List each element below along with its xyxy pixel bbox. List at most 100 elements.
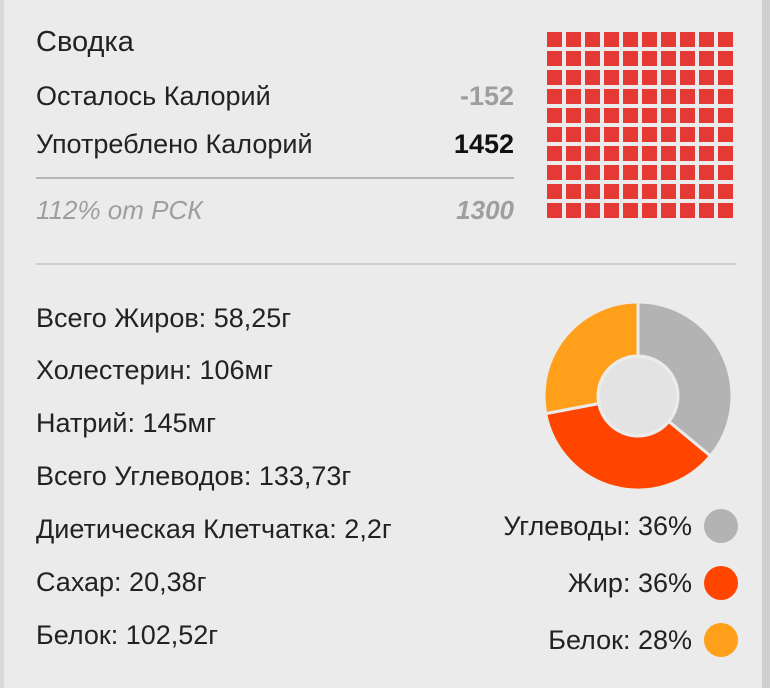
waffle-cell bbox=[585, 165, 600, 180]
waffle-cell bbox=[661, 184, 676, 199]
waffle-cell bbox=[699, 70, 714, 85]
legend-fat: Жир: 36% bbox=[568, 565, 738, 601]
nutrient-cholesterol: Холестерин: 106мг bbox=[36, 355, 273, 385]
waffle-cell bbox=[718, 70, 733, 85]
waffle-cell bbox=[661, 51, 676, 66]
waffle-cell bbox=[585, 32, 600, 47]
waffle-cell bbox=[642, 89, 657, 104]
waffle-cell bbox=[699, 146, 714, 161]
donut-slice-3 bbox=[542, 300, 640, 416]
legend-protein-label: Белок: 28% bbox=[548, 624, 692, 655]
waffle-cell bbox=[547, 51, 562, 66]
waffle-cell bbox=[623, 127, 638, 142]
waffle-cell bbox=[566, 70, 581, 85]
waffle-cell bbox=[604, 165, 619, 180]
waffle-cell bbox=[623, 108, 638, 123]
waffle-cell bbox=[604, 51, 619, 66]
waffle-cell bbox=[661, 127, 676, 142]
waffle-cell bbox=[661, 203, 676, 218]
waffle-cell bbox=[642, 203, 657, 218]
donut-slice-1 bbox=[636, 300, 734, 459]
waffle-cell bbox=[642, 184, 657, 199]
waffle-cell bbox=[604, 127, 619, 142]
waffle-cell bbox=[699, 127, 714, 142]
waffle-cell bbox=[547, 108, 562, 123]
nutrient-sugar: Сахар: 20,38г bbox=[36, 567, 207, 597]
legend-carbs-label: Углеводы: 36% bbox=[503, 510, 692, 541]
waffle-cell bbox=[566, 108, 581, 123]
waffle-cell bbox=[718, 146, 733, 161]
waffle-cell bbox=[699, 184, 714, 199]
waffle-cell bbox=[566, 51, 581, 66]
waffle-cell bbox=[642, 165, 657, 180]
waffle-cell bbox=[585, 108, 600, 123]
waffle-cell bbox=[642, 108, 657, 123]
legend-fat-swatch bbox=[704, 566, 738, 600]
nutrient-sodium: Натрий: 145мг bbox=[36, 408, 216, 438]
waffle-cell bbox=[699, 32, 714, 47]
waffle-cell bbox=[680, 51, 695, 66]
calorie-waffle-grid bbox=[547, 32, 737, 222]
waffle-cell bbox=[623, 70, 638, 85]
waffle-cell bbox=[642, 32, 657, 47]
waffle-cell bbox=[604, 146, 619, 161]
waffle-cell bbox=[642, 51, 657, 66]
waffle-cell bbox=[642, 70, 657, 85]
waffle-cell bbox=[661, 165, 676, 180]
waffle-cell bbox=[604, 184, 619, 199]
waffle-cell bbox=[623, 165, 638, 180]
macros-donut-chart bbox=[542, 300, 734, 492]
waffle-cell bbox=[585, 51, 600, 66]
waffle-cell bbox=[585, 70, 600, 85]
waffle-cell bbox=[680, 108, 695, 123]
waffle-cell bbox=[680, 146, 695, 161]
nutrient-fiber: Диетическая Клетчатка: 2,2г bbox=[36, 514, 392, 544]
waffle-cell bbox=[547, 165, 562, 180]
waffle-cell bbox=[699, 165, 714, 180]
nutrient-protein: Белок: 102,52г bbox=[36, 620, 219, 650]
waffle-cell bbox=[604, 203, 619, 218]
scrollbar[interactable] bbox=[762, 0, 770, 688]
waffle-cell bbox=[547, 146, 562, 161]
waffle-cell bbox=[718, 165, 733, 180]
waffle-cell bbox=[699, 89, 714, 104]
waffle-cell bbox=[642, 146, 657, 161]
waffle-cell bbox=[680, 70, 695, 85]
waffle-cell bbox=[680, 89, 695, 104]
waffle-cell bbox=[585, 203, 600, 218]
waffle-cell bbox=[623, 51, 638, 66]
section-divider bbox=[36, 263, 736, 265]
waffle-cell bbox=[661, 32, 676, 47]
legend-protein-swatch bbox=[704, 623, 738, 657]
waffle-cell bbox=[566, 184, 581, 199]
waffle-cell bbox=[680, 165, 695, 180]
summary-divider bbox=[36, 177, 514, 179]
waffle-cell bbox=[661, 108, 676, 123]
nutrient-total-fat: Всего Жиров: 58,25г bbox=[36, 303, 292, 333]
waffle-cell bbox=[585, 146, 600, 161]
waffle-cell bbox=[623, 89, 638, 104]
waffle-cell bbox=[547, 184, 562, 199]
left-edge bbox=[0, 0, 4, 688]
waffle-cell bbox=[718, 108, 733, 123]
legend-protein: Белок: 28% bbox=[548, 622, 738, 658]
waffle-cell bbox=[547, 32, 562, 47]
waffle-cell bbox=[566, 32, 581, 47]
waffle-cell bbox=[566, 203, 581, 218]
waffle-cell bbox=[566, 165, 581, 180]
summary-title: Сводка bbox=[36, 26, 134, 58]
waffle-cell bbox=[699, 203, 714, 218]
waffle-cell bbox=[680, 32, 695, 47]
waffle-cell bbox=[547, 203, 562, 218]
waffle-cell bbox=[699, 51, 714, 66]
waffle-cell bbox=[585, 127, 600, 142]
waffle-cell bbox=[623, 32, 638, 47]
waffle-cell bbox=[585, 184, 600, 199]
consumed-calories-value: 1452 bbox=[453, 129, 514, 159]
waffle-cell bbox=[718, 127, 733, 142]
waffle-cell bbox=[642, 127, 657, 142]
waffle-cell bbox=[566, 146, 581, 161]
waffle-cell bbox=[604, 70, 619, 85]
waffle-cell bbox=[680, 203, 695, 218]
consumed-calories-label: Употреблено Калорий bbox=[36, 129, 313, 159]
